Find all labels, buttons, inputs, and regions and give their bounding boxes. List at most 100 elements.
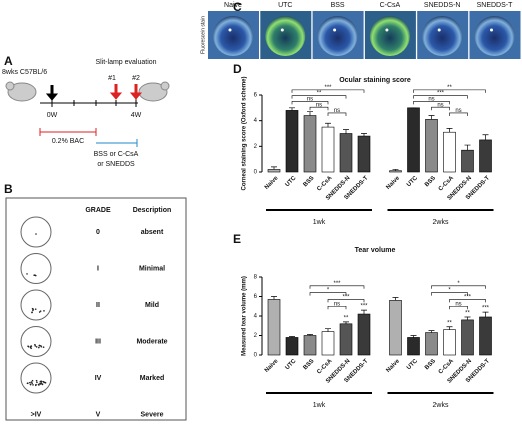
column-label: SNEDDS-N (424, 2, 461, 9)
time-point: #2 (132, 75, 140, 82)
stain-dot (32, 309, 34, 312)
grade-circle (20, 362, 52, 394)
bar (303, 115, 317, 173)
significance-label: ns (316, 102, 322, 108)
eye-iris (422, 16, 463, 56)
bar-significance: ** (344, 315, 349, 321)
grade-circle (20, 216, 52, 248)
eye-glint (280, 28, 284, 32)
grade-value: IV (95, 375, 102, 382)
significance-bracket (449, 299, 486, 303)
y-tick-label: 0 (254, 353, 258, 359)
bar (339, 133, 353, 173)
error-bar (428, 115, 435, 120)
significance-label: *** (342, 295, 350, 301)
bar (479, 316, 492, 356)
stain-dot (40, 382, 43, 384)
significance-bracket (413, 89, 486, 93)
significance-bracket (413, 95, 468, 99)
significance-bracket (413, 101, 450, 105)
significance-label: ns (437, 102, 443, 108)
bar-significance: *** (360, 304, 368, 310)
mouse-icon (5, 81, 170, 102)
significance-bracket (449, 112, 468, 116)
eye-iris (213, 16, 253, 56)
stain-dot (27, 382, 29, 384)
treatment-label: or SNEDDS (97, 161, 135, 168)
y-tick-label: 6 (254, 294, 258, 300)
grade-circle (20, 253, 52, 284)
timeline (39, 84, 143, 147)
stain-dot (30, 381, 33, 383)
column-label: BSS (331, 2, 345, 9)
stain-dot (40, 345, 43, 348)
error-bar (271, 166, 277, 170)
grade-value: III (95, 338, 101, 345)
significance-label: ns (334, 108, 340, 114)
y-tick-label: 4 (254, 118, 258, 124)
y-axis-label: Corneal staining score (Oxford scheme) (242, 76, 248, 190)
x-tick-label: Naive (264, 175, 280, 191)
group-label: 1wk (313, 219, 326, 226)
significance-label: *** (324, 85, 332, 91)
stain-dot (43, 381, 45, 384)
stain-dot (35, 384, 37, 387)
x-tick-label: UTC (285, 175, 298, 188)
chart-title: Ocular staining score (339, 77, 411, 84)
x-tick-label: Naive (385, 358, 401, 374)
stain-dot (29, 383, 32, 386)
error-bar (271, 296, 277, 300)
treatment-label: BSS or C-CsA (94, 151, 139, 158)
stain-dot (38, 346, 40, 349)
grade-description: Marked (140, 375, 165, 382)
panel-letter: B (4, 182, 13, 196)
bar (425, 119, 438, 173)
evaluation-label: Slit-lamp evaluation (95, 59, 156, 66)
grade-description: Severe (141, 411, 164, 418)
significance-bracket (327, 299, 365, 303)
time-start: 0W (47, 112, 58, 119)
significance-label: ns (307, 96, 313, 102)
significance-label: ns (455, 108, 461, 114)
y-tick-label: 6 (254, 93, 258, 99)
bar (407, 107, 420, 173)
x-tick-label: BSS (424, 358, 437, 371)
panel-letter: E (233, 232, 241, 246)
error-bar (482, 134, 489, 140)
grade-circle (20, 289, 52, 321)
grade-description: Mild (145, 302, 159, 309)
bar (389, 300, 402, 356)
significance-bracket (309, 285, 365, 289)
significance-bracket (309, 106, 329, 111)
error-bar (482, 311, 489, 317)
eye-glint (333, 28, 337, 32)
error-bar (343, 321, 349, 324)
y-tick-label: 2 (254, 144, 258, 150)
bar (425, 332, 438, 356)
stain-dot (35, 379, 38, 382)
y-axis-label: Measured tear volume (mm) (242, 276, 248, 356)
stain-dot (32, 384, 34, 386)
stain-dot (41, 383, 44, 386)
eye-iris (474, 16, 515, 56)
error-bar (307, 334, 313, 336)
significance-bracket (431, 292, 468, 296)
significance-bracket (291, 89, 365, 93)
side-label: Fluorescein stain (200, 16, 206, 54)
bar (357, 313, 371, 356)
panel-letter: A (4, 54, 13, 68)
x-tick-label: BSS (303, 358, 316, 371)
significance-bracket (327, 305, 347, 310)
grade-frame (5, 197, 187, 421)
bar (285, 337, 299, 356)
grade-illustrations (20, 216, 52, 394)
eye-iris (317, 16, 358, 56)
grade-description: Minimal (139, 265, 165, 272)
bar-significance: ** (465, 311, 470, 317)
panel-letter: C (233, 0, 242, 14)
bar (339, 323, 353, 356)
error-bar (428, 330, 435, 333)
x-tick-label: UTC (285, 358, 298, 371)
column-label: SNEDDS-T (477, 2, 514, 9)
